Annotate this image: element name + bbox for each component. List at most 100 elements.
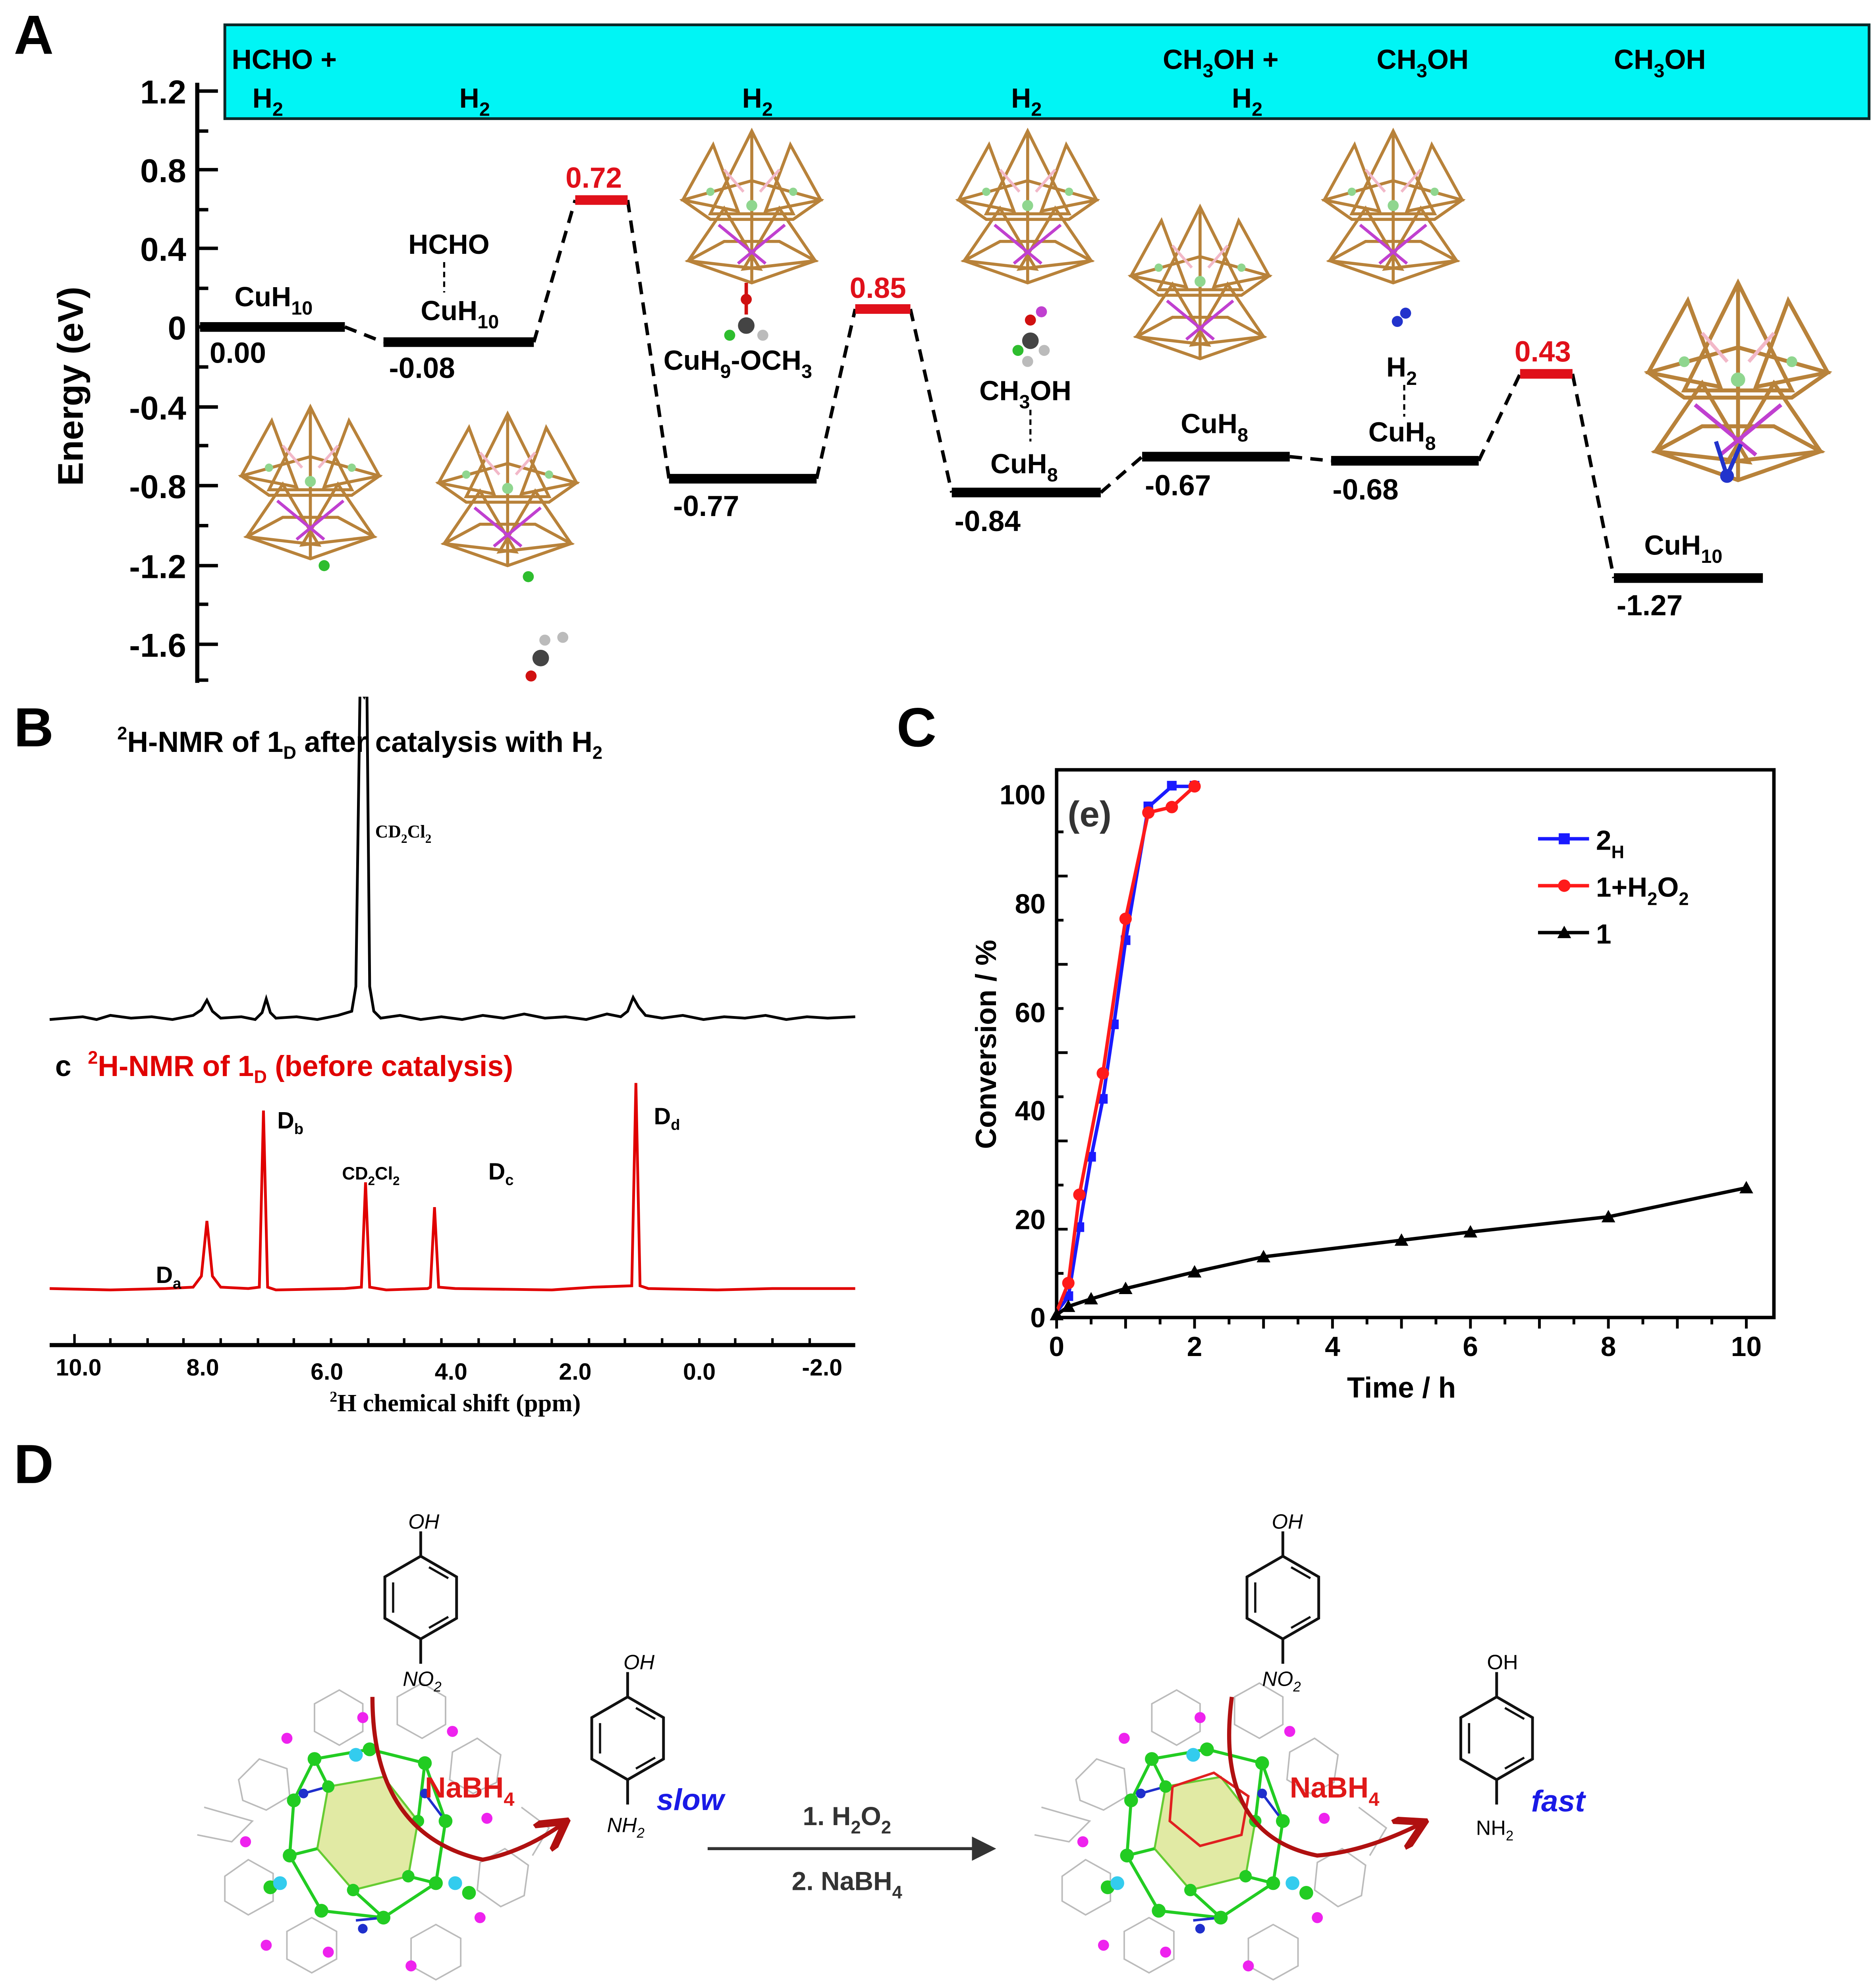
- svg-text:100: 100: [1000, 779, 1046, 810]
- panel-label-b: B: [14, 698, 54, 759]
- y-ticks: [1056, 830, 1068, 1319]
- svg-text:1.2: 1.2: [140, 73, 186, 110]
- cluster-structure: [1131, 207, 1269, 359]
- nh2-label: NH2: [1476, 1816, 1514, 1843]
- svg-text:CuH9-OCH3: CuH9-OCH3: [664, 345, 812, 383]
- svg-text:4: 4: [1325, 1331, 1340, 1362]
- x-tick-labels: 10.0 8.0 6.0 4.0 2.0 0.0 -2.0: [56, 1354, 843, 1385]
- x-ticks: [1055, 1318, 1748, 1329]
- svg-text:0.0: 0.0: [683, 1358, 716, 1385]
- svg-text:60: 60: [1015, 997, 1046, 1028]
- svg-text:8.0: 8.0: [187, 1354, 219, 1381]
- oh-label: OH: [623, 1651, 655, 1674]
- svg-text:CuH8: CuH8: [1181, 408, 1248, 446]
- svg-text:-0.08: -0.08: [389, 352, 455, 384]
- energy-levels: [200, 195, 1763, 583]
- svg-text:HCHO +: HCHO +: [232, 44, 337, 75]
- svg-text:2: 2: [1187, 1331, 1202, 1362]
- rate-fast: fast: [1531, 1784, 1586, 1818]
- svg-text:8: 8: [1601, 1331, 1616, 1362]
- cluster-structure: [241, 407, 379, 559]
- x-tick-labels: 0 2 4 6 8 10: [1049, 1331, 1762, 1362]
- peak-labels: Da Db CD2Cl2 Dc Dd: [156, 1103, 680, 1292]
- svg-text:0.00: 0.00: [210, 337, 266, 369]
- nh2-label: NH2: [607, 1814, 645, 1841]
- oh-label: OH: [1487, 1651, 1518, 1674]
- svg-text:1+H2O2: 1+H2O2: [1596, 872, 1689, 909]
- conversion-chart: 0 20 40 60 80 100 0 2 4 6 8 10 Time / h …: [970, 768, 1776, 1404]
- y-ticks: [197, 89, 218, 682]
- svg-text:0.43: 0.43: [1515, 336, 1571, 368]
- svg-text:6: 6: [1463, 1331, 1478, 1362]
- y-tick-labels: 0 20 40 60 80 100: [1000, 779, 1046, 1333]
- svg-text:0.85: 0.85: [850, 272, 906, 304]
- svg-text:HCHO: HCHO: [408, 229, 490, 260]
- svg-text:0.4: 0.4: [140, 231, 186, 268]
- svg-text:-0.4: -0.4: [129, 390, 186, 427]
- svg-text:H2: H2: [1386, 352, 1417, 389]
- svg-text:2.0: 2.0: [559, 1358, 591, 1385]
- y-tick-labels: 1.2 0.8 0.4 0 -0.4 -0.8 -1.2 -1.6: [129, 73, 186, 664]
- y-axis-label: Energy (eV): [50, 287, 91, 486]
- reaction-arrow-right: [1227, 1696, 1421, 1858]
- series-1-h2o2-markers: [1062, 780, 1201, 1289]
- molecule-fragments: [318, 283, 1743, 682]
- svg-text:0.8: 0.8: [140, 152, 186, 189]
- x-ticks: [73, 1334, 811, 1345]
- nmr-title-after: 2H-NMR of 1D after catalysis with H2: [117, 723, 602, 763]
- svg-text:Dc: Dc: [488, 1159, 514, 1189]
- cluster-structure: [1324, 131, 1462, 283]
- nmr-trace-before: [49, 1083, 855, 1292]
- peak-label-solvent-top: CD2Cl2: [375, 821, 432, 846]
- oh-label: OH: [408, 1510, 440, 1533]
- cluster-2h: [1035, 1683, 1386, 1986]
- svg-text:0: 0: [168, 309, 186, 346]
- svg-text:2H: 2H: [1596, 825, 1624, 862]
- nmr-title-before: c 2H-NMR of 1D (before catalysis): [55, 1047, 513, 1087]
- svg-text:CH3OH: CH3OH: [979, 375, 1071, 413]
- reaction-scheme: OH NO2 NaBH4 OH NH2 slow 1 1. H2O2 2. Na…: [0, 1510, 1586, 1986]
- svg-text:40: 40: [1015, 1095, 1046, 1126]
- svg-text:-1.6: -1.6: [129, 627, 186, 664]
- svg-text:CuH10: CuH10: [1644, 529, 1722, 567]
- svg-text:4.0: 4.0: [435, 1358, 467, 1385]
- legend: 2H 1+H2O2 1: [1538, 825, 1689, 950]
- svg-text:-0.8: -0.8: [129, 468, 186, 505]
- svg-text:0: 0: [1030, 1302, 1046, 1333]
- svg-text:-1.2: -1.2: [129, 548, 186, 585]
- svg-text:80: 80: [1015, 888, 1046, 919]
- panel-label-c: C: [896, 698, 937, 759]
- rate-slow: slow: [656, 1783, 726, 1817]
- series-2h-markers: [1063, 780, 1200, 1301]
- oh-label: OH: [1272, 1510, 1303, 1533]
- svg-text:CuH10: CuH10: [421, 295, 499, 333]
- svg-text:Da: Da: [156, 1262, 182, 1292]
- series-1: [1056, 1186, 1747, 1316]
- svg-text:0: 0: [1049, 1331, 1064, 1362]
- x-axis-label: 2H chemical shift (ppm): [330, 1389, 581, 1417]
- svg-text:-0.68: -0.68: [1332, 473, 1398, 506]
- cluster-structure: [959, 131, 1096, 283]
- panel-label-d: D: [14, 1435, 54, 1496]
- svg-text:10: 10: [1731, 1331, 1762, 1362]
- no2-label: NO2: [1262, 1667, 1301, 1694]
- step-1-label: 1. H2O2: [803, 1801, 891, 1837]
- nitrophenol-structure: [1247, 1531, 1319, 1663]
- nmr-spectra-chart: 2H-NMR of 1D after catalysis with H2 CD2…: [49, 697, 855, 1417]
- aminophenol-structure: [1461, 1672, 1532, 1804]
- energy-profile-chart: 1.2 0.8 0.4 0 -0.4 -0.8 -1.2 -1.6 Energy…: [50, 23, 1871, 683]
- svg-text:CuH10: CuH10: [234, 281, 313, 319]
- svg-text:-0.77: -0.77: [673, 490, 739, 522]
- svg-text:CuH8: CuH8: [1368, 416, 1436, 454]
- cluster-structure: [439, 414, 577, 566]
- plot-frame: [1055, 768, 1776, 1319]
- reagent-label-right: NaBH4: [1290, 1772, 1380, 1810]
- svg-text:-2.0: -2.0: [802, 1354, 842, 1381]
- energy-values: 0.00 -0.08 0.72 -0.77 0.85 -0.84 -0.67 -…: [210, 162, 1683, 622]
- svg-text:CuH8: CuH8: [990, 448, 1058, 486]
- nmr-trace-after: [49, 697, 855, 1021]
- y-axis-label: Conversion / %: [970, 940, 1002, 1149]
- series-1-markers: [1050, 1181, 1753, 1320]
- svg-text:-1.27: -1.27: [1617, 589, 1683, 622]
- aminophenol-structure: [592, 1672, 664, 1804]
